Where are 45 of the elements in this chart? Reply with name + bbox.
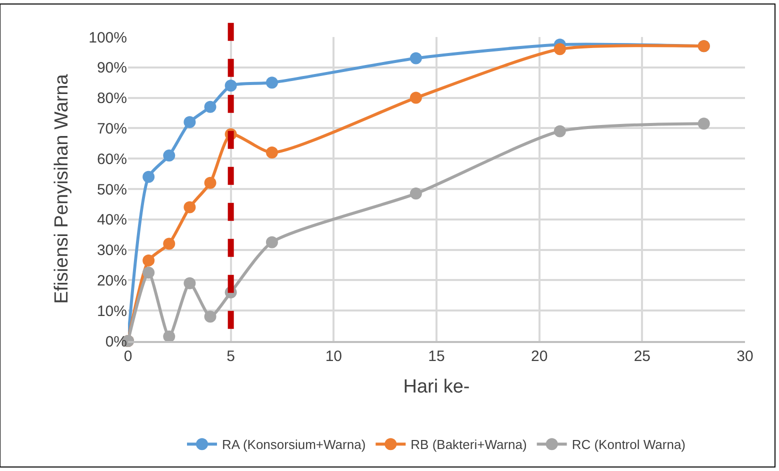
y-tick-label: 10% xyxy=(96,302,127,320)
point xyxy=(204,310,216,323)
x-tick-label: 5 xyxy=(226,348,235,365)
point xyxy=(698,118,710,130)
point xyxy=(410,92,422,104)
y-axis-title: Efisiensi Penyisihan Warna xyxy=(51,74,72,304)
y-tick-label: 20% xyxy=(96,272,127,290)
y-tick-label: 0% xyxy=(105,333,127,350)
y-tick-label: 90% xyxy=(96,60,127,77)
point xyxy=(142,254,155,266)
point xyxy=(142,266,155,279)
point xyxy=(184,277,196,290)
point xyxy=(266,236,278,248)
point xyxy=(410,188,422,200)
point xyxy=(266,76,278,89)
y-tick-label: 40% xyxy=(96,212,127,229)
y-tick-label: 100% xyxy=(88,29,127,46)
y-tick-label: 60% xyxy=(96,150,127,168)
x-tick-label: 15 xyxy=(428,348,445,365)
x-tick-label: 20 xyxy=(530,348,548,365)
x-tick-label: 0 xyxy=(124,348,132,365)
point xyxy=(266,146,278,159)
point xyxy=(163,238,176,250)
legend-label: RA (Konsorsium+Warna) xyxy=(222,437,366,452)
point xyxy=(554,43,566,56)
y-tick-label: 70% xyxy=(96,120,127,138)
point xyxy=(410,52,422,64)
legend-label: RC (Kontrol Warna) xyxy=(572,437,686,452)
point xyxy=(142,170,155,183)
x-tick-label: 25 xyxy=(634,348,651,365)
x-axis-title: Hari ke- xyxy=(403,376,470,398)
point xyxy=(204,176,216,189)
y-tick-label: 80% xyxy=(96,90,127,108)
point xyxy=(184,116,196,128)
y-tick-label: 30% xyxy=(96,242,127,260)
x-tick-label: 10 xyxy=(325,348,342,365)
point xyxy=(163,150,176,162)
point xyxy=(184,201,196,214)
y-tick-label: 50% xyxy=(96,181,127,198)
x-tick-label: 30 xyxy=(736,348,754,365)
point xyxy=(554,125,566,138)
point xyxy=(163,330,176,342)
legend-label: RB (Bakteri+Warna) xyxy=(410,437,527,452)
point xyxy=(224,80,237,92)
point xyxy=(204,100,216,113)
